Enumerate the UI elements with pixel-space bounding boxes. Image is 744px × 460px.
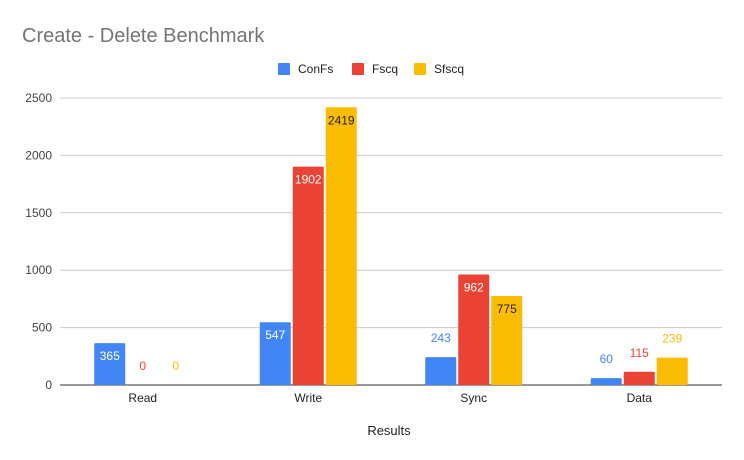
legend-swatch (278, 63, 290, 75)
x-tick-label: Write (294, 391, 322, 405)
data-label: 115 (630, 346, 649, 360)
data-label: 60 (600, 352, 614, 366)
legend-item-sfscq: Sfscq (414, 62, 464, 76)
y-axis-ticks: 0 500 1000 1500 2000 2500 (25, 91, 52, 392)
gridlines (60, 97, 722, 386)
y-tick-label: 2000 (25, 148, 52, 162)
legend: ConFs Fscq Sfscq (278, 62, 464, 76)
bar-confs-data (590, 378, 622, 385)
legend-label: Fscq (372, 62, 398, 76)
data-label: 239 (662, 332, 682, 346)
legend-item-confs: ConFs (278, 62, 333, 76)
bar-confs-write (259, 322, 291, 385)
legend-swatch (414, 63, 426, 75)
legend-label: ConFs (298, 62, 333, 76)
bar-sfscq-data (656, 357, 688, 385)
bar-fscq-sync (458, 274, 490, 385)
bar-confs-read (94, 343, 126, 385)
bar-sfscq-sync (491, 296, 523, 385)
legend-item-fscq: Fscq (352, 62, 398, 76)
data-label: 0 (172, 359, 179, 373)
y-tick-label: 2500 (25, 91, 52, 105)
data-label: 962 (464, 281, 484, 295)
data-label: 547 (265, 328, 285, 342)
data-label: 775 (497, 302, 517, 316)
data-label: 243 (431, 331, 451, 345)
legend-label: Sfscq (434, 62, 464, 76)
x-axis-ticks: Read Write Sync Data (128, 391, 652, 405)
y-tick-label: 1000 (25, 263, 52, 277)
bar-sfscq-write (325, 107, 357, 385)
y-tick-label: 0 (45, 378, 52, 392)
bar-fscq-write (292, 166, 324, 385)
legend-swatch (352, 63, 364, 75)
x-tick-label: Data (627, 391, 653, 405)
data-label: 0 (139, 359, 146, 373)
y-tick-label: 500 (32, 321, 52, 335)
x-tick-label: Read (128, 391, 157, 405)
x-tick-label: Sync (460, 391, 487, 405)
chart-title: Create - Delete Benchmark (22, 25, 265, 47)
bar-fscq-data (623, 371, 655, 385)
data-label: 365 (100, 349, 120, 363)
data-label: 1902 (295, 173, 322, 187)
bars: 365 0 0 547 1902 2419 243 962 775 60 115 239 (94, 107, 688, 385)
y-tick-label: 1500 (25, 206, 52, 220)
data-label: 2419 (328, 113, 355, 127)
x-axis-title: Results (367, 423, 411, 438)
bar-confs-sync (425, 357, 457, 385)
